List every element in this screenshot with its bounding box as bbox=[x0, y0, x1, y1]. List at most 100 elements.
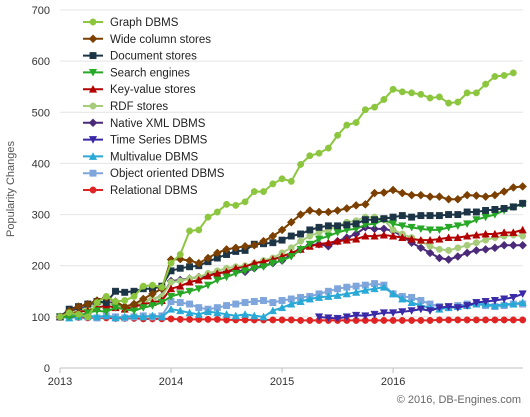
x-tick-label: 2016 bbox=[381, 376, 405, 388]
data-point bbox=[176, 281, 185, 290]
data-point bbox=[462, 248, 472, 258]
data-point bbox=[343, 121, 351, 129]
data-point bbox=[499, 187, 509, 196]
data-point bbox=[139, 312, 148, 321]
data-point bbox=[352, 119, 360, 126]
data-point bbox=[240, 310, 250, 318]
data-point bbox=[472, 191, 481, 201]
data-point bbox=[499, 240, 509, 250]
data-point bbox=[324, 232, 333, 241]
y-tick-label: 600 bbox=[32, 56, 50, 68]
data-point bbox=[250, 188, 258, 196]
data-point bbox=[277, 257, 287, 265]
data-point bbox=[444, 233, 453, 242]
legend-marker bbox=[88, 152, 98, 160]
data-point bbox=[444, 255, 453, 264]
data-point bbox=[426, 212, 434, 220]
data-point bbox=[232, 300, 240, 308]
data-point bbox=[297, 316, 305, 324]
data-point bbox=[278, 175, 286, 183]
data-point bbox=[120, 302, 130, 311]
data-point bbox=[500, 72, 508, 79]
data-point bbox=[342, 235, 351, 244]
data-point bbox=[416, 190, 426, 200]
data-point bbox=[463, 208, 471, 216]
legend-marker bbox=[89, 18, 97, 26]
data-point bbox=[444, 194, 453, 204]
data-point bbox=[380, 215, 388, 223]
data-point bbox=[324, 222, 332, 230]
legend-marker bbox=[88, 136, 98, 144]
data-point bbox=[203, 281, 213, 290]
data-point bbox=[509, 69, 517, 77]
data-point bbox=[185, 277, 194, 286]
data-point bbox=[240, 241, 250, 251]
data-point bbox=[333, 314, 342, 323]
data-point bbox=[130, 292, 138, 300]
legend-item[interactable]: Relational DBMS bbox=[83, 185, 198, 197]
data-point bbox=[269, 239, 277, 247]
data-point bbox=[112, 287, 119, 295]
legend-marker bbox=[88, 84, 98, 93]
data-point bbox=[278, 297, 286, 304]
legend-label: Multivalue DBMS bbox=[110, 151, 199, 163]
legend-item[interactable]: Search engines bbox=[83, 67, 190, 79]
data-point bbox=[342, 204, 352, 213]
data-point bbox=[379, 188, 389, 197]
data-point bbox=[194, 285, 203, 293]
data-point bbox=[268, 231, 278, 241]
data-point bbox=[194, 310, 203, 318]
legend-label: RDF stores bbox=[110, 101, 168, 113]
data-point bbox=[472, 89, 480, 97]
legend-label: Key-value stores bbox=[110, 84, 196, 96]
data-point bbox=[454, 244, 462, 252]
data-point bbox=[249, 240, 259, 250]
data-point bbox=[342, 289, 351, 298]
data-point bbox=[129, 311, 139, 320]
data-point bbox=[388, 309, 398, 317]
data-point bbox=[425, 307, 435, 315]
data-point bbox=[361, 286, 370, 294]
data-point bbox=[167, 278, 175, 286]
data-point bbox=[453, 252, 463, 261]
data-point bbox=[481, 229, 490, 238]
data-point bbox=[138, 294, 148, 304]
data-point bbox=[463, 316, 471, 324]
data-point bbox=[435, 212, 443, 220]
data-point bbox=[334, 222, 342, 230]
data-point bbox=[260, 188, 267, 196]
data-point bbox=[297, 237, 305, 245]
data-point bbox=[379, 230, 388, 239]
legend-item[interactable]: Wide column stores bbox=[83, 34, 211, 46]
data-point bbox=[388, 289, 398, 298]
legend-item[interactable]: Time Series DBMS bbox=[83, 135, 208, 147]
data-point bbox=[454, 316, 462, 324]
data-point bbox=[398, 222, 407, 231]
legend-item[interactable]: Object oriented DBMS bbox=[83, 168, 225, 180]
legend-item[interactable]: Key-value stores bbox=[83, 84, 196, 96]
data-point bbox=[379, 282, 388, 291]
data-point bbox=[278, 316, 286, 324]
data-point bbox=[75, 310, 82, 318]
data-point bbox=[185, 287, 194, 296]
legend-item[interactable]: Multivalue DBMS bbox=[83, 151, 199, 163]
data-point bbox=[370, 284, 379, 293]
data-point bbox=[167, 315, 175, 323]
data-point bbox=[259, 312, 268, 321]
legend-item[interactable]: Native XML DBMS bbox=[83, 118, 206, 130]
y-tick-label: 400 bbox=[32, 158, 50, 170]
data-point bbox=[121, 297, 129, 304]
data-point bbox=[176, 264, 184, 272]
legend-marker bbox=[89, 169, 97, 177]
legend-item[interactable]: Graph DBMS bbox=[83, 17, 179, 29]
data-point bbox=[482, 316, 490, 324]
x-tick-label: 2013 bbox=[48, 376, 72, 388]
y-tick-label: 0 bbox=[44, 363, 50, 375]
data-point bbox=[157, 312, 166, 321]
data-point bbox=[481, 244, 490, 254]
data-point bbox=[203, 307, 213, 316]
legend-item[interactable]: RDF stores bbox=[83, 101, 168, 113]
data-point bbox=[185, 308, 194, 317]
data-point bbox=[398, 294, 407, 303]
legend-item[interactable]: Document stores bbox=[83, 51, 197, 63]
